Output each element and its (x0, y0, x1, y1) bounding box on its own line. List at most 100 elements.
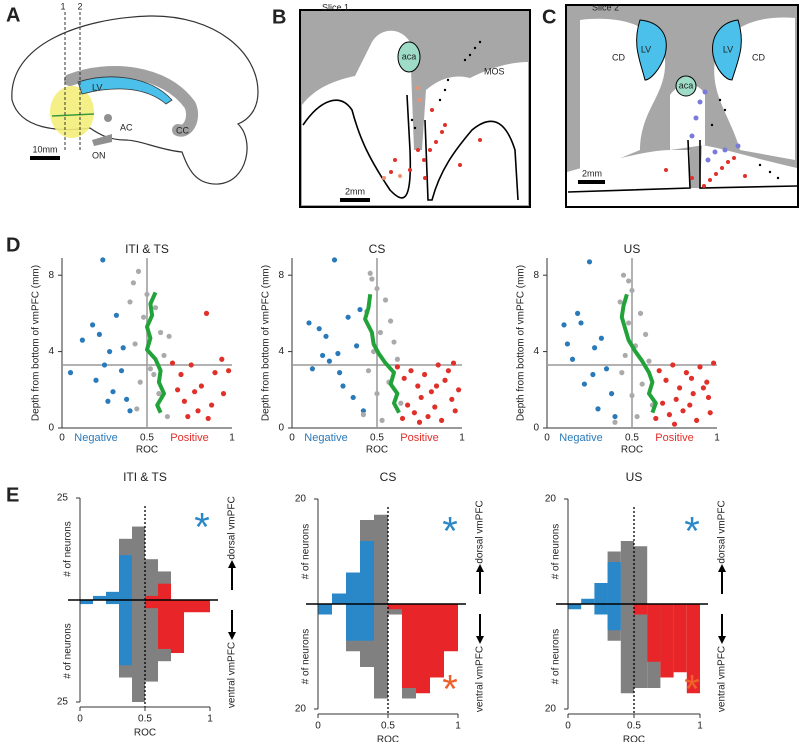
y-axis-label: Depth from bottom of vmPFC (mm) (516, 265, 527, 421)
point (646, 358, 652, 364)
structure-label: LV (723, 44, 733, 54)
bar (145, 595, 158, 600)
point (335, 350, 341, 357)
point (90, 322, 96, 328)
point (422, 371, 428, 378)
y-tick-label: 20 (295, 494, 307, 505)
point (188, 362, 194, 368)
y-axis-label: # of neurons (551, 629, 562, 685)
point (156, 391, 162, 397)
point (132, 341, 138, 347)
point (107, 348, 113, 355)
point (192, 389, 198, 395)
point (96, 331, 102, 338)
point (350, 394, 356, 401)
arrow-head (718, 636, 726, 644)
point (360, 412, 366, 418)
panel-label: B (272, 6, 286, 28)
arrow-head (228, 632, 236, 640)
structure-label: CD (752, 52, 765, 62)
point (134, 406, 140, 412)
bar (581, 598, 595, 604)
bar (158, 583, 171, 600)
bar (197, 600, 210, 613)
point (629, 392, 635, 399)
point (374, 285, 380, 292)
point (391, 339, 397, 345)
structure-label: CD (612, 52, 625, 62)
point (620, 272, 627, 278)
point (158, 329, 164, 336)
panel-label: D (6, 234, 20, 256)
point (205, 415, 211, 422)
scale-label: 2mm (345, 186, 365, 196)
point (195, 408, 201, 414)
x-tick-label: 0.5 (627, 721, 641, 732)
point (360, 408, 366, 414)
x-tick-label: 0 (59, 433, 65, 444)
x-axis-label: ROC (134, 728, 156, 739)
point (357, 306, 363, 313)
bar (416, 604, 430, 694)
point (450, 360, 457, 366)
point (666, 412, 673, 418)
point (144, 291, 150, 297)
point (660, 400, 666, 406)
point (166, 333, 172, 339)
point (101, 362, 108, 368)
bar (106, 600, 119, 605)
point (306, 320, 312, 326)
bar (119, 555, 132, 600)
point (677, 385, 683, 391)
point (590, 371, 596, 378)
x-tick-label: 0 (544, 433, 550, 444)
point (694, 417, 700, 423)
y-axis-label: Depth from bottom of vmPFC (mm) (261, 265, 272, 421)
point (394, 356, 400, 362)
bar (647, 604, 661, 662)
point (316, 326, 322, 332)
point (433, 383, 440, 389)
x-tick-label: 1 (455, 721, 461, 732)
point (639, 381, 645, 387)
point (354, 343, 360, 349)
point (622, 352, 628, 359)
point (612, 413, 618, 420)
point (435, 362, 441, 368)
structure-label: LV (92, 82, 102, 92)
point (127, 299, 133, 305)
point (700, 385, 707, 391)
trend-line (145, 291, 166, 414)
category-label: Negative (74, 432, 117, 444)
point (379, 417, 385, 423)
point (634, 413, 640, 420)
point (365, 368, 372, 374)
x-axis-label: ROC (621, 445, 643, 456)
point (398, 400, 404, 406)
chart-title: ITI & TS (123, 470, 167, 484)
point (382, 297, 389, 303)
chart-title: CS (369, 242, 386, 256)
y-tick-label: 8 (278, 270, 284, 281)
point (704, 379, 710, 385)
y-tick-label: 4 (278, 346, 284, 357)
x-axis-label: ROC (623, 735, 645, 742)
point (578, 320, 584, 326)
y-axis-label: # of neurons (551, 524, 562, 580)
point (449, 396, 455, 402)
x-axis-label: ROC (377, 735, 399, 742)
point (212, 370, 218, 376)
point (452, 408, 458, 414)
y-axis-label: # of neurons (63, 623, 74, 679)
slice-title: Slice 1 (322, 2, 349, 12)
point (161, 352, 167, 359)
y-tick-label: 20 (545, 494, 557, 505)
point (629, 287, 635, 294)
bar (346, 572, 360, 604)
point (415, 383, 421, 389)
y-tick-label: 8 (48, 270, 54, 281)
slice-1 (299, 9, 531, 208)
bar (620, 541, 634, 604)
point (226, 368, 232, 374)
